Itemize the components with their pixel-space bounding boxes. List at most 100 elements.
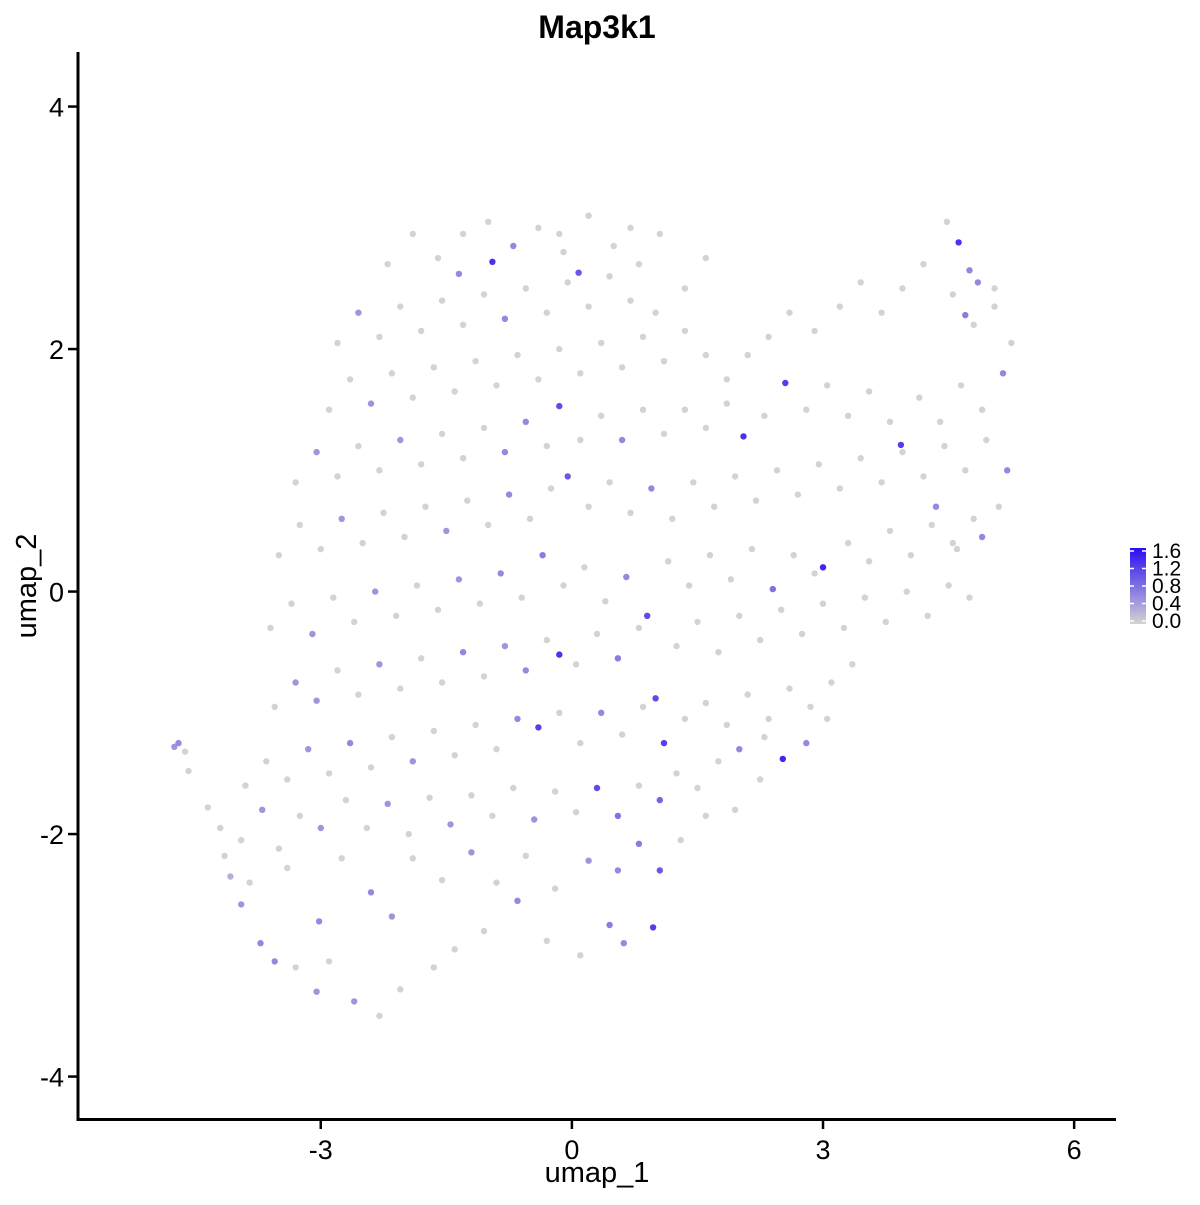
- cell-point: [309, 630, 316, 638]
- cell-point: [828, 679, 835, 686]
- cell-point: [438, 679, 446, 686]
- cell-point: [367, 764, 375, 771]
- cell-point: [627, 509, 634, 516]
- cell-point: [384, 261, 391, 268]
- cell-point: [957, 382, 965, 389]
- cell-point: [535, 224, 542, 231]
- cell-point: [292, 679, 299, 686]
- cell-point: [376, 1012, 383, 1020]
- cell-point: [803, 739, 810, 747]
- cell-point: [978, 533, 986, 541]
- cell-point: [171, 743, 178, 750]
- cell-point: [376, 333, 383, 341]
- cell-point: [970, 515, 977, 522]
- cell-point: [673, 770, 680, 777]
- cell-point: [334, 667, 341, 674]
- cell-point: [551, 788, 559, 795]
- cell-point: [313, 448, 320, 456]
- cell-point: [757, 776, 764, 783]
- legend-tick-label: 0.4: [1152, 593, 1182, 616]
- cell-point: [656, 796, 663, 804]
- cell-point: [962, 467, 969, 474]
- cell-point: [459, 230, 467, 238]
- cell-point: [418, 327, 425, 335]
- cell-point: [715, 758, 722, 765]
- cell-point: [271, 703, 278, 710]
- cell-point: [773, 467, 781, 474]
- cell-point: [614, 812, 622, 820]
- cell-point: [514, 897, 521, 904]
- cell-point: [338, 515, 345, 522]
- cell-point: [514, 715, 521, 723]
- cell-point: [468, 792, 475, 799]
- cell-point: [355, 691, 362, 698]
- cell-point: [451, 946, 458, 953]
- cell-point: [966, 267, 973, 274]
- cell-point: [351, 618, 358, 626]
- cell-point: [815, 461, 822, 468]
- x-axis-ticks: -3 0 3 6: [309, 1119, 1082, 1165]
- cell-point: [284, 776, 291, 783]
- cell-point: [497, 570, 504, 577]
- cell-point: [317, 545, 324, 553]
- cell-point: [844, 539, 852, 547]
- cell-point: [610, 242, 617, 250]
- legend-tick-label: 1.2: [1152, 558, 1181, 581]
- cell-point: [736, 746, 743, 753]
- cell-point: [1004, 467, 1011, 474]
- cell-point: [669, 515, 676, 522]
- cell-point: [472, 358, 479, 365]
- cell-point: [422, 503, 429, 510]
- cell-point: [665, 558, 672, 565]
- cell-point: [330, 594, 337, 601]
- cell-point: [543, 636, 550, 644]
- cell-point: [878, 479, 885, 486]
- cell-point: [598, 339, 605, 347]
- cell-point: [660, 739, 668, 747]
- cell-point: [221, 852, 228, 860]
- cell-point: [769, 585, 776, 593]
- y-tick-label: 4: [49, 93, 64, 123]
- cell-point: [359, 539, 366, 547]
- cell-point: [694, 784, 701, 792]
- cell-point: [577, 952, 584, 959]
- cell-point: [995, 503, 1002, 510]
- cell-point: [405, 830, 412, 838]
- cell-point: [522, 285, 529, 292]
- cell-point: [585, 857, 592, 864]
- cell-point: [681, 327, 689, 335]
- cell-point: [397, 685, 404, 692]
- cell-point: [181, 748, 189, 755]
- cell-point: [325, 406, 333, 413]
- cell-point: [367, 889, 375, 896]
- cell-point: [937, 418, 944, 425]
- cell-point: [744, 691, 751, 698]
- cell-point: [953, 545, 961, 553]
- y-tick-label: 0: [49, 578, 64, 608]
- x-tick-label: 0: [564, 1135, 579, 1165]
- cell-point: [727, 576, 735, 583]
- cell-point: [711, 503, 718, 510]
- cell-point: [811, 570, 818, 577]
- cell-point: [606, 479, 613, 486]
- cell-point: [924, 612, 931, 619]
- cell-point: [560, 248, 567, 256]
- cell-point: [543, 937, 550, 944]
- cell-point: [723, 400, 730, 407]
- cell-point: [819, 600, 827, 607]
- cell-point: [585, 303, 592, 310]
- cell-point: [346, 376, 354, 383]
- cell-point: [313, 988, 320, 995]
- cell-point: [836, 303, 843, 310]
- cell-point: [518, 594, 525, 601]
- cell-point: [485, 218, 492, 225]
- cell-point: [702, 254, 709, 262]
- cell-point: [857, 455, 864, 462]
- cell-point: [639, 406, 647, 413]
- x-tick-label: -3: [309, 1135, 333, 1165]
- cell-point: [493, 382, 500, 389]
- legend-tick-label: 1.6: [1152, 540, 1181, 563]
- cell-point: [560, 582, 567, 589]
- cell-point: [690, 479, 697, 486]
- cell-point: [346, 739, 354, 747]
